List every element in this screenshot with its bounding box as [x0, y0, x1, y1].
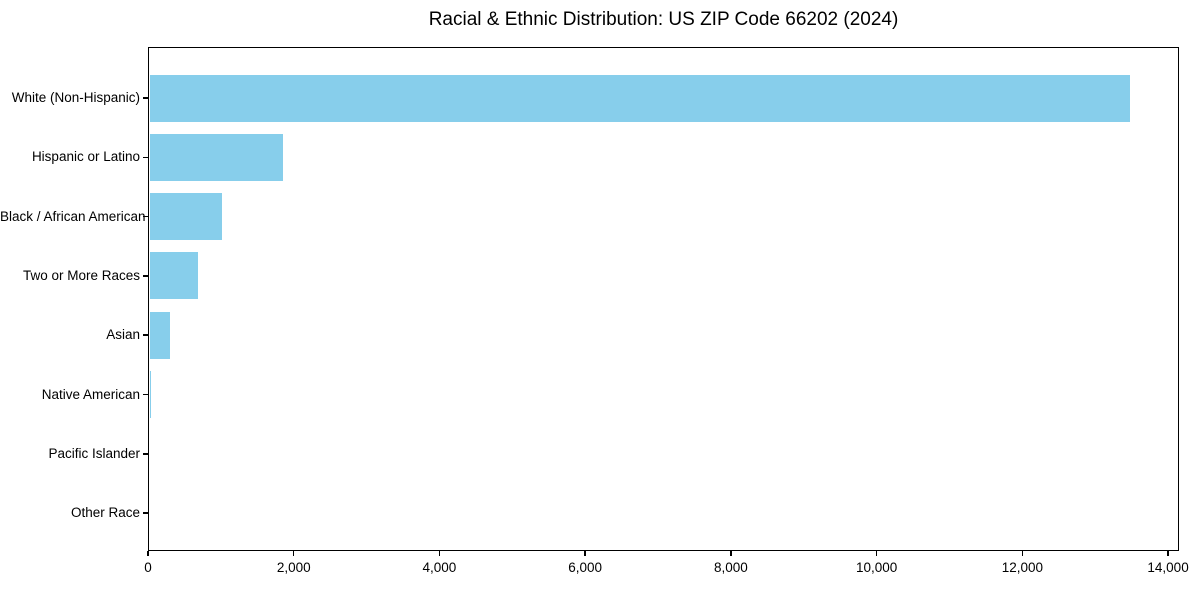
- x-tick-mark: [1021, 551, 1024, 556]
- y-axis-label-black-african-american: Black / African American: [0, 208, 146, 224]
- bar-hispanic-or-latino: [149, 133, 283, 181]
- x-tick-mark: [147, 551, 149, 556]
- x-tick-label-8-000: 8,000: [713, 560, 748, 575]
- x-tick-label-14-000: 14,000: [1147, 560, 1189, 575]
- y-tick-mark: [143, 334, 148, 336]
- bar-black-african-american: [149, 193, 223, 241]
- y-axis-label-pacific-islander: Pacific Islander: [48, 445, 140, 461]
- y-tick-mark: [143, 453, 148, 455]
- y-tick-mark: [143, 512, 148, 514]
- x-tick-label-0: 0: [144, 560, 152, 575]
- x-tick-mark: [730, 551, 732, 556]
- x-tick-mark: [875, 551, 878, 556]
- x-tick-label-4-000: 4,000: [422, 560, 457, 575]
- x-tick-mark: [584, 551, 586, 556]
- y-tick-mark: [143, 97, 148, 99]
- x-tick-label-10-000: 10,000: [855, 560, 898, 575]
- y-axis-label-native-american: Native American: [41, 386, 140, 402]
- y-axis-label-other-race: Other Race: [70, 505, 140, 521]
- chart-title: Racial & Ethnic Distribution: US ZIP Cod…: [428, 9, 899, 30]
- x-tick-mark: [1167, 551, 1169, 556]
- x-tick-mark: [292, 551, 295, 556]
- y-axis-label-hispanic-or-latino: Hispanic or Latino: [31, 149, 140, 165]
- y-axis-label-white-non-hispanic: White (Non-Hispanic): [11, 90, 140, 105]
- bar-native-american: [149, 371, 151, 418]
- bar-white-non-hispanic: [149, 74, 1131, 122]
- y-tick-mark: [143, 275, 148, 277]
- x-tick-label-12-000: 12,000: [1001, 560, 1043, 575]
- x-tick-mark: [438, 551, 441, 556]
- y-axis-label-asian: Asian: [106, 327, 140, 343]
- y-tick-mark: [143, 215, 148, 218]
- bar-two-or-more-races: [149, 252, 198, 300]
- y-tick-mark: [143, 156, 148, 159]
- x-tick-label-2-000: 2,000: [276, 560, 311, 575]
- plot-area: [148, 47, 1179, 551]
- bar-asian: [149, 311, 170, 359]
- x-tick-label-6-000: 6,000: [568, 560, 603, 575]
- y-tick-mark: [143, 393, 148, 396]
- y-axis-label-two-or-more-races: Two or More Races: [22, 267, 140, 283]
